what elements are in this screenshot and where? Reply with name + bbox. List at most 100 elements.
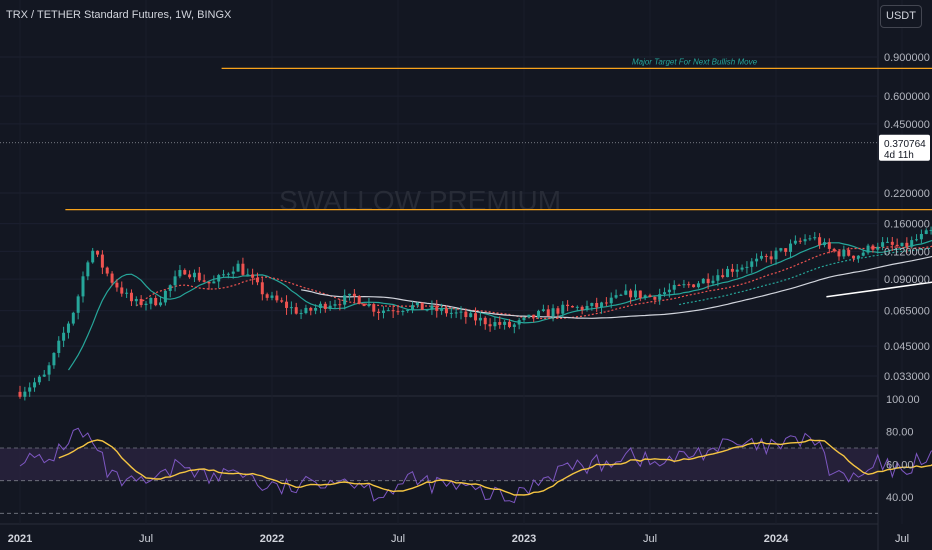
candle-body bbox=[929, 229, 932, 231]
candle-body bbox=[924, 230, 928, 235]
candle-body bbox=[115, 282, 119, 288]
candle-body bbox=[454, 312, 458, 314]
candle-body bbox=[459, 311, 463, 313]
candle-body bbox=[386, 310, 390, 312]
time-tick-label: Jul bbox=[895, 533, 909, 545]
time-tick-label: 2024 bbox=[764, 533, 789, 545]
candle-body bbox=[730, 268, 734, 272]
ema-medium-line bbox=[135, 245, 932, 320]
candle-body bbox=[919, 234, 923, 240]
candle-body bbox=[798, 240, 802, 242]
candle-body bbox=[120, 287, 124, 294]
candle-body bbox=[503, 321, 507, 325]
candle-body bbox=[18, 391, 22, 397]
candle-body bbox=[595, 302, 599, 308]
price-badge-countdown: 4d 11h bbox=[884, 150, 914, 161]
candle-body bbox=[129, 292, 133, 302]
candle-body bbox=[633, 290, 637, 298]
candle-body bbox=[677, 284, 681, 286]
candle-body bbox=[202, 280, 206, 282]
candle-body bbox=[314, 307, 318, 311]
candle-body bbox=[420, 302, 424, 310]
candle-body bbox=[411, 305, 415, 310]
candle-body bbox=[444, 308, 448, 314]
candle-body bbox=[406, 309, 410, 311]
candle-body bbox=[648, 295, 652, 297]
candle-body bbox=[178, 270, 182, 277]
candle-body bbox=[890, 241, 894, 245]
rsi-tick-label: 60.00 bbox=[886, 459, 914, 471]
candle-body bbox=[842, 249, 846, 257]
candle-body bbox=[294, 307, 298, 314]
candle-body bbox=[415, 302, 419, 306]
price-tick-label: 0.045000 bbox=[884, 341, 930, 353]
candle-body bbox=[149, 297, 153, 304]
candle-body bbox=[488, 324, 492, 327]
candle-body bbox=[289, 307, 293, 309]
rsi-ma-line bbox=[58, 439, 932, 496]
candle-body bbox=[66, 323, 70, 333]
candle-body bbox=[672, 284, 676, 290]
candle-body bbox=[517, 320, 521, 325]
candle-body bbox=[590, 302, 594, 306]
candle-body bbox=[653, 296, 657, 300]
target-level-label: Major Target For Next Bullish Move bbox=[632, 57, 758, 66]
candle-body bbox=[871, 245, 875, 250]
candle-body bbox=[401, 310, 405, 312]
candle-body bbox=[663, 292, 667, 295]
candle-body bbox=[105, 267, 109, 274]
candle-body bbox=[440, 308, 444, 311]
candle-body bbox=[168, 285, 172, 291]
candle-body bbox=[566, 304, 570, 307]
candle-body bbox=[474, 313, 478, 321]
candle-body bbox=[498, 322, 502, 325]
candle-body bbox=[265, 294, 269, 298]
candle-body bbox=[100, 254, 104, 268]
rsi-tick-label: 100.00 bbox=[886, 394, 920, 406]
candle-body bbox=[47, 365, 51, 375]
candle-body bbox=[784, 248, 788, 252]
candle-body bbox=[900, 242, 904, 246]
candle-body bbox=[464, 311, 468, 318]
candle-body bbox=[328, 305, 332, 309]
candle-body bbox=[546, 309, 550, 317]
candle-body bbox=[372, 304, 376, 312]
candle-body bbox=[469, 313, 473, 318]
candle-body bbox=[299, 313, 303, 315]
candle-body bbox=[575, 306, 579, 308]
candle-body bbox=[483, 317, 487, 325]
candle-body bbox=[367, 304, 371, 307]
price-badge-value: 0.370764 bbox=[884, 139, 926, 150]
candle-body bbox=[570, 306, 574, 308]
candle-body bbox=[57, 340, 61, 353]
candle-body bbox=[716, 275, 720, 281]
candle-body bbox=[537, 310, 541, 318]
candle-body bbox=[895, 244, 899, 246]
candle-body bbox=[478, 317, 482, 321]
candle-body bbox=[183, 270, 187, 275]
time-tick-label: 2022 bbox=[260, 533, 284, 545]
candle-body bbox=[62, 332, 66, 341]
candle-body bbox=[507, 321, 511, 327]
candle-body bbox=[847, 249, 851, 256]
candle-body bbox=[764, 255, 768, 257]
candle-body bbox=[76, 296, 80, 313]
candle-body bbox=[91, 250, 95, 263]
candle-body bbox=[159, 302, 163, 306]
time-tick-label: Jul bbox=[643, 533, 657, 545]
candle-body bbox=[905, 242, 909, 247]
candle-body bbox=[885, 241, 889, 243]
currency-button[interactable]: USDT bbox=[880, 5, 922, 28]
ema-fast-line bbox=[67, 239, 932, 371]
candle-body bbox=[832, 248, 836, 252]
price-tick-label: 0.033000 bbox=[884, 371, 930, 383]
candle-body bbox=[551, 308, 555, 317]
rsi-line bbox=[19, 427, 932, 504]
price-tick-label: 0.450000 bbox=[884, 119, 930, 131]
candle-body bbox=[711, 280, 715, 284]
candle-body bbox=[318, 303, 322, 308]
time-tick-label: Jul bbox=[391, 533, 405, 545]
candle-body bbox=[381, 310, 385, 313]
